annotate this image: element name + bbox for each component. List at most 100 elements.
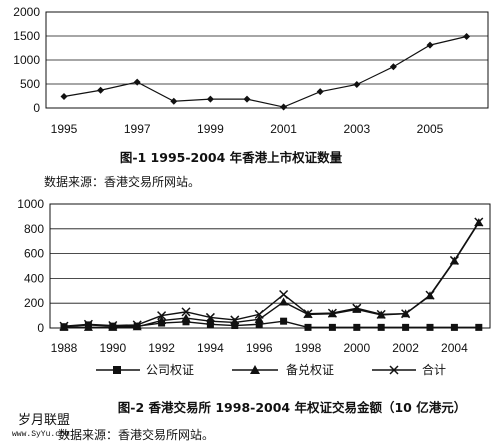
chart2-x-tick-label: 1988 [51, 341, 78, 355]
chart1-gridlines [46, 35, 488, 85]
chart2-x-point [279, 289, 289, 300]
watermark-logo: 岁月联盟 www.SyYu.com [12, 413, 70, 439]
watermark-url: www.SyYu.com [12, 430, 70, 439]
chart1-x-tick-label: 1997 [124, 122, 151, 136]
chart1-y-tick-label: 1500 [13, 29, 40, 43]
chart2-x-point [157, 311, 167, 321]
chart1-data-point [463, 32, 471, 40]
chart2-legend: 公司权证 备兑权证 合计 [96, 362, 446, 377]
chart2-square-point [450, 323, 458, 331]
chart2-x-point [132, 320, 142, 330]
chart1-data-point [353, 80, 361, 88]
chart1-data-point [426, 41, 434, 49]
chart2-series-line [63, 320, 479, 329]
chart2-triangle-point [157, 316, 167, 325]
chart2-x-point [230, 315, 240, 325]
chart1-data-point [60, 92, 68, 100]
chart2-series-line [64, 222, 480, 329]
chart2-x-tick-label: 2004 [441, 341, 468, 355]
chart1-x-tick-label: 1995 [51, 122, 78, 136]
chart2-source: 数据来源：香港交易所网站。 [58, 427, 214, 442]
chart2-y-tick-label: 200 [24, 296, 44, 310]
chart1-data-point [280, 103, 288, 111]
chart2: 0 200 400 600 800 1000 1988 1990 1992 1994 1996 19… [17, 197, 491, 442]
chart2-plot-frame [49, 203, 491, 329]
chart1-data-point [133, 78, 141, 86]
chart1-x-tick-label: 2001 [270, 122, 297, 136]
chart1-plot-frame [45, 11, 489, 109]
chart2-triangle-point [230, 317, 240, 326]
chart1-y-tick-label: 0 [33, 101, 40, 115]
chart1-x-ticks: 1995 1997 1999 2001 2003 2005 [51, 122, 444, 136]
chart1-x-tick-label: 2003 [343, 122, 370, 136]
chart2-x-tick-label: 2000 [343, 341, 370, 355]
chart1-data-point [206, 95, 214, 103]
legend-label-company-warrants: 公司权证 [146, 363, 194, 377]
chart2-y-tick-label: 600 [24, 247, 44, 261]
chart2-x-point [254, 309, 264, 319]
chart2-y-tick-label: 0 [37, 321, 44, 335]
chart1-y-tick-label: 500 [20, 77, 40, 91]
chart2-x-tick-label: 1996 [246, 341, 273, 355]
chart2-square-point [402, 323, 410, 331]
legend-label-total: 合计 [422, 362, 446, 377]
legend-item-company-warrants: 公司权证 [96, 363, 194, 377]
chart2-square-point [426, 323, 434, 331]
chart2-square-point [475, 323, 483, 331]
watermark-text: 岁月联盟 [18, 413, 70, 428]
chart2-triangle-point [205, 316, 215, 325]
chart1-source: 数据来源：香港交易所网站。 [44, 174, 200, 189]
chart2-y-tick-label: 400 [24, 271, 44, 285]
chart2-square-point [255, 320, 263, 328]
chart1-y-tick-label: 1000 [13, 53, 40, 67]
chart2-x-ticks: 1988 1990 1992 1994 1996 1998 2000 2002 2004 [51, 341, 468, 355]
legend-label-covered-warrants: 备兑权证 [286, 363, 334, 377]
chart2-x-point [181, 307, 191, 317]
chart2-x-tick-label: 1990 [99, 341, 126, 355]
chart2-x-point [59, 321, 69, 331]
chart2-x-point [352, 303, 362, 313]
chart2-y-tick-label: 1000 [17, 197, 44, 211]
chart2-x-point [83, 319, 93, 329]
legend-square-marker [113, 366, 121, 374]
chart1-data-point [389, 63, 397, 71]
chart2-x-point [401, 309, 411, 319]
chart2-x-point [205, 312, 215, 322]
legend-x-marker [389, 365, 399, 375]
chart1-data-point [97, 86, 105, 94]
chart2-triangle-point [83, 322, 93, 331]
chart1-data-point [316, 88, 324, 96]
chart1: 0 500 1000 1500 2000 1995 1997 1999 2001 2003 200… [13, 5, 489, 189]
chart2-title: 图-2 香港交易所 1998-2004 年权证交易金额（10 亿港元） [118, 400, 466, 415]
chart2-x-tick-label: 1992 [148, 341, 175, 355]
chart2-triangle-point [108, 322, 118, 331]
chart2-square-point [377, 323, 385, 331]
chart1-y-ticks: 0 500 1000 1500 2000 [13, 5, 40, 115]
chart2-x-point [474, 217, 484, 227]
chart2-x-point [303, 309, 313, 319]
legend-item-covered-warrants: 备兑权证 [232, 363, 334, 377]
chart2-x-point [449, 255, 459, 265]
chart2-y-tick-label: 800 [24, 222, 44, 236]
chart2-square-point [304, 323, 312, 331]
chart1-series [60, 32, 471, 111]
chart1-series-line [63, 35, 467, 108]
chart2-series [59, 217, 484, 331]
chart2-x-point [376, 309, 386, 319]
chart1-title: 图-1 1995-2004 年香港上市权证数量 [120, 150, 343, 165]
chart2-square-point [182, 318, 190, 326]
chart2-x-point [108, 320, 118, 331]
chart1-y-tick-label: 2000 [13, 5, 40, 19]
chart1-data-point [170, 97, 178, 105]
chart2-x-point [327, 308, 337, 318]
chart2-square-point [353, 323, 361, 331]
chart1-x-tick-label: 1999 [197, 122, 224, 136]
legend-triangle-marker [250, 365, 260, 374]
chart2-square-point [280, 317, 288, 325]
chart1-x-tick-label: 2005 [417, 122, 444, 136]
chart2-x-point [425, 290, 435, 300]
chart2-x-tick-label: 1998 [295, 341, 322, 355]
chart2-triangle-point [132, 322, 142, 331]
chart2-triangle-point [254, 314, 264, 323]
chart2-x-tick-label: 1994 [197, 341, 224, 355]
